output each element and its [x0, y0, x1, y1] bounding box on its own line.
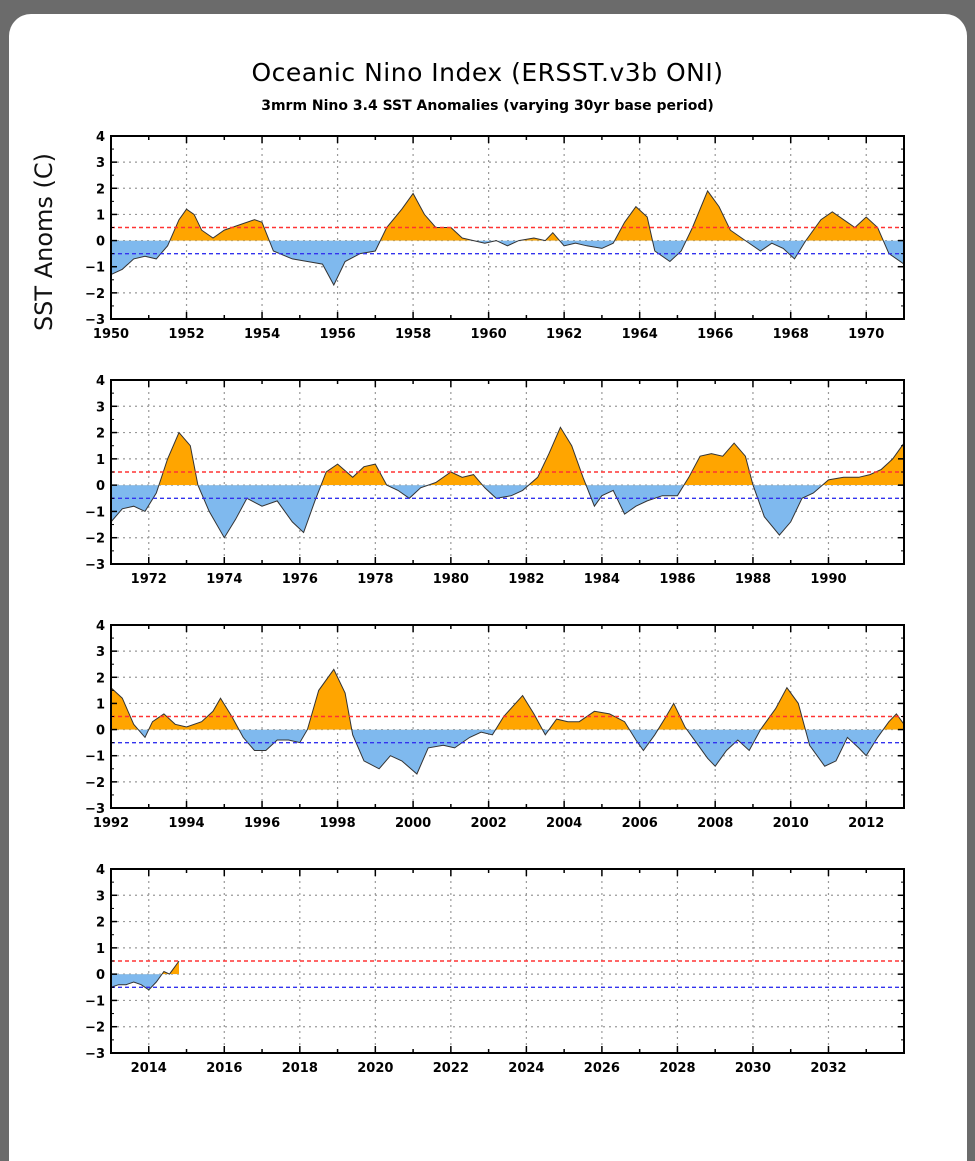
y-tick-label: 2: [96, 671, 105, 686]
y-tick-label: 1: [96, 453, 105, 468]
x-tick-label: 2030: [735, 1061, 771, 1076]
x-tick-label: 2002: [471, 816, 507, 831]
x-tick-label: 1982: [508, 572, 544, 587]
y-tick-label: 2: [96, 182, 105, 197]
y-tick-label: −1: [85, 261, 105, 276]
x-tick-label: 1998: [319, 816, 355, 831]
y-tick-label: 1: [96, 942, 105, 957]
y-tick-label: −3: [85, 802, 105, 817]
x-tick-label: 1970: [848, 327, 884, 342]
y-tick-label: 3: [96, 400, 105, 415]
x-tick-label: 1994: [168, 816, 204, 831]
x-tick-label: 1992: [93, 816, 129, 831]
x-tick-label: 2020: [357, 1061, 393, 1076]
y-tick-label: 1: [96, 697, 105, 712]
x-tick-label: 1980: [433, 572, 469, 587]
x-tick-label: 1954: [244, 327, 280, 342]
x-tick-label: 2004: [546, 816, 582, 831]
x-tick-label: 2016: [206, 1061, 242, 1076]
y-tick-label: 0: [96, 235, 105, 250]
y-tick-label: 4: [96, 374, 105, 389]
y-tick-label: −3: [85, 558, 105, 573]
chart-subtitle: 3mrm Nino 3.4 SST Anomalies (varying 30y…: [261, 98, 714, 114]
panel-3: −3 −2 −1 0 1 2 3 4 1992 1994 1996 1998 2000 2002 2004 2…: [85, 619, 905, 831]
y-tick-label: 4: [96, 619, 105, 634]
x-tick-label: 2024: [508, 1061, 544, 1076]
x-tick-label: 2028: [659, 1061, 695, 1076]
x-tick-label: 2012: [848, 816, 884, 831]
panel-2: −3 −2 −1 0 1 2 3 4 1972 1974 1976 1978 1980 1982 1984 1…: [85, 374, 905, 587]
x-tick-label: 1990: [810, 572, 846, 587]
y-tick-label: −2: [85, 532, 105, 547]
x-tick-label: 2018: [282, 1061, 318, 1076]
oni-series-line: [111, 426, 904, 539]
y-tick-label: 4: [96, 863, 105, 878]
x-tick-label: 2000: [395, 816, 431, 831]
y-tick-label: 0: [96, 724, 105, 739]
x-tick-label: 1984: [584, 572, 620, 587]
y-tick-label: −2: [85, 1021, 105, 1036]
window-card: [9, 14, 967, 1161]
x-tick-label: 1968: [773, 327, 809, 342]
negative-anomaly-area: [111, 240, 904, 285]
y-tick-label: −1: [85, 750, 105, 765]
x-tick-label: 1964: [622, 327, 658, 342]
y-tick-label: 3: [96, 889, 105, 904]
negative-anomaly-area: [111, 485, 823, 538]
y-tick-label: 3: [96, 645, 105, 660]
x-tick-label: 1962: [546, 327, 582, 342]
y-tick-label: 0: [96, 968, 105, 983]
y-tick-label: 3: [96, 156, 105, 171]
x-tick-label: 1996: [244, 816, 280, 831]
x-tick-label: 1956: [319, 327, 355, 342]
x-tick-label: 2032: [810, 1061, 846, 1076]
chart-title: Oceanic Nino Index (ERSST.v3b ONI): [251, 58, 724, 87]
x-tick-label: 2010: [773, 816, 809, 831]
positive-anomaly-area: [169, 190, 884, 241]
x-tick-label: 1958: [395, 327, 431, 342]
y-tick-label: −1: [85, 505, 105, 520]
oni-series-line: [111, 189, 904, 287]
y-tick-label: −1: [85, 994, 105, 1009]
y-tick-label: −2: [85, 287, 105, 302]
x-tick-label: 2014: [131, 1061, 167, 1076]
positive-anomaly-area: [111, 427, 904, 486]
x-tick-label: 2008: [697, 816, 733, 831]
y-tick-label: 0: [96, 479, 105, 494]
x-tick-label: 1976: [282, 572, 318, 587]
oni-series-line: [111, 668, 904, 775]
panel-1: −3 −2 −1 0 1 2 3 4 1950 1952 1954 1956 1958 1960 1962 1…: [85, 130, 905, 342]
x-tick-label: 2022: [433, 1061, 469, 1076]
x-tick-label: 1986: [659, 572, 695, 587]
x-tick-label: 2026: [584, 1061, 620, 1076]
x-tick-label: 1966: [697, 327, 733, 342]
x-tick-label: 1978: [357, 572, 393, 587]
y-tick-label: −3: [85, 1047, 105, 1062]
negative-anomaly-area: [111, 974, 162, 990]
oni-series-line: [111, 960, 180, 991]
x-tick-label: 1950: [93, 327, 129, 342]
y-tick-label: 2: [96, 916, 105, 931]
x-tick-label: 1988: [735, 572, 771, 587]
x-tick-label: 1972: [131, 572, 167, 587]
y-tick-label: 4: [96, 130, 105, 145]
x-tick-label: 1974: [206, 572, 242, 587]
positive-anomaly-area: [111, 961, 179, 975]
y-tick-label: 1: [96, 208, 105, 223]
x-tick-label: 1960: [471, 327, 507, 342]
negative-anomaly-area: [111, 729, 904, 774]
x-tick-label: 1952: [168, 327, 204, 342]
y-tick-label: −3: [85, 313, 105, 328]
panel-4: −3 −2 −1 0 1 2 3 4 2014 2016 2018 2020 2022 2024 2026 2…: [85, 863, 905, 1076]
x-tick-label: 2006: [622, 816, 658, 831]
positive-anomaly-area: [111, 669, 904, 730]
y-tick-label: 2: [96, 427, 105, 442]
y-tick-label: −2: [85, 776, 105, 791]
